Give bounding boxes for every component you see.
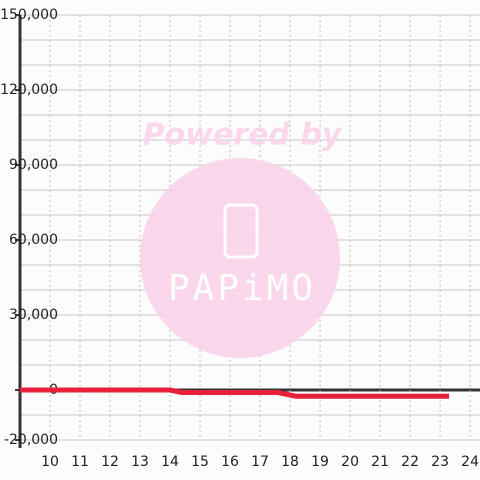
y-tick-label: 150,000 bbox=[0, 7, 58, 23]
x-tick-label: 17 bbox=[251, 454, 269, 470]
x-tick-label: 23 bbox=[431, 454, 449, 470]
watermark-text: Powered by bbox=[143, 118, 343, 153]
x-tick-label: 12 bbox=[101, 454, 119, 470]
watermark: Powered by PAPiMO bbox=[140, 118, 343, 358]
x-tick-label: 18 bbox=[281, 454, 299, 470]
y-tick-label: 90,000 bbox=[9, 157, 58, 173]
x-tick-label: 11 bbox=[71, 454, 89, 470]
x-tick-label: 13 bbox=[131, 454, 149, 470]
y-tick-label: -20,000 bbox=[4, 432, 58, 448]
x-tick-label: 10 bbox=[41, 454, 59, 470]
plot: -20,000030,00060,00090,000120,000150,000… bbox=[0, 7, 479, 470]
watermark-icon bbox=[223, 203, 259, 259]
x-tick-label: 19 bbox=[311, 454, 329, 470]
y-tick-label: 120,000 bbox=[0, 82, 58, 98]
y-tick-label: 30,000 bbox=[9, 307, 58, 323]
x-tick-label: 22 bbox=[401, 454, 419, 470]
x-tick-label: 14 bbox=[161, 454, 179, 470]
x-tick-label: 16 bbox=[221, 454, 239, 470]
watermark-logo: PAPiMO bbox=[168, 268, 316, 309]
grid bbox=[15, 14, 480, 448]
series-line bbox=[20, 387, 450, 399]
x-tick-label: 24 bbox=[461, 454, 479, 470]
x-tick-label: 20 bbox=[341, 454, 359, 470]
y-tick-label: 60,000 bbox=[9, 232, 58, 248]
x-tick-label: 21 bbox=[371, 454, 389, 470]
x-tick-label: 15 bbox=[191, 454, 209, 470]
